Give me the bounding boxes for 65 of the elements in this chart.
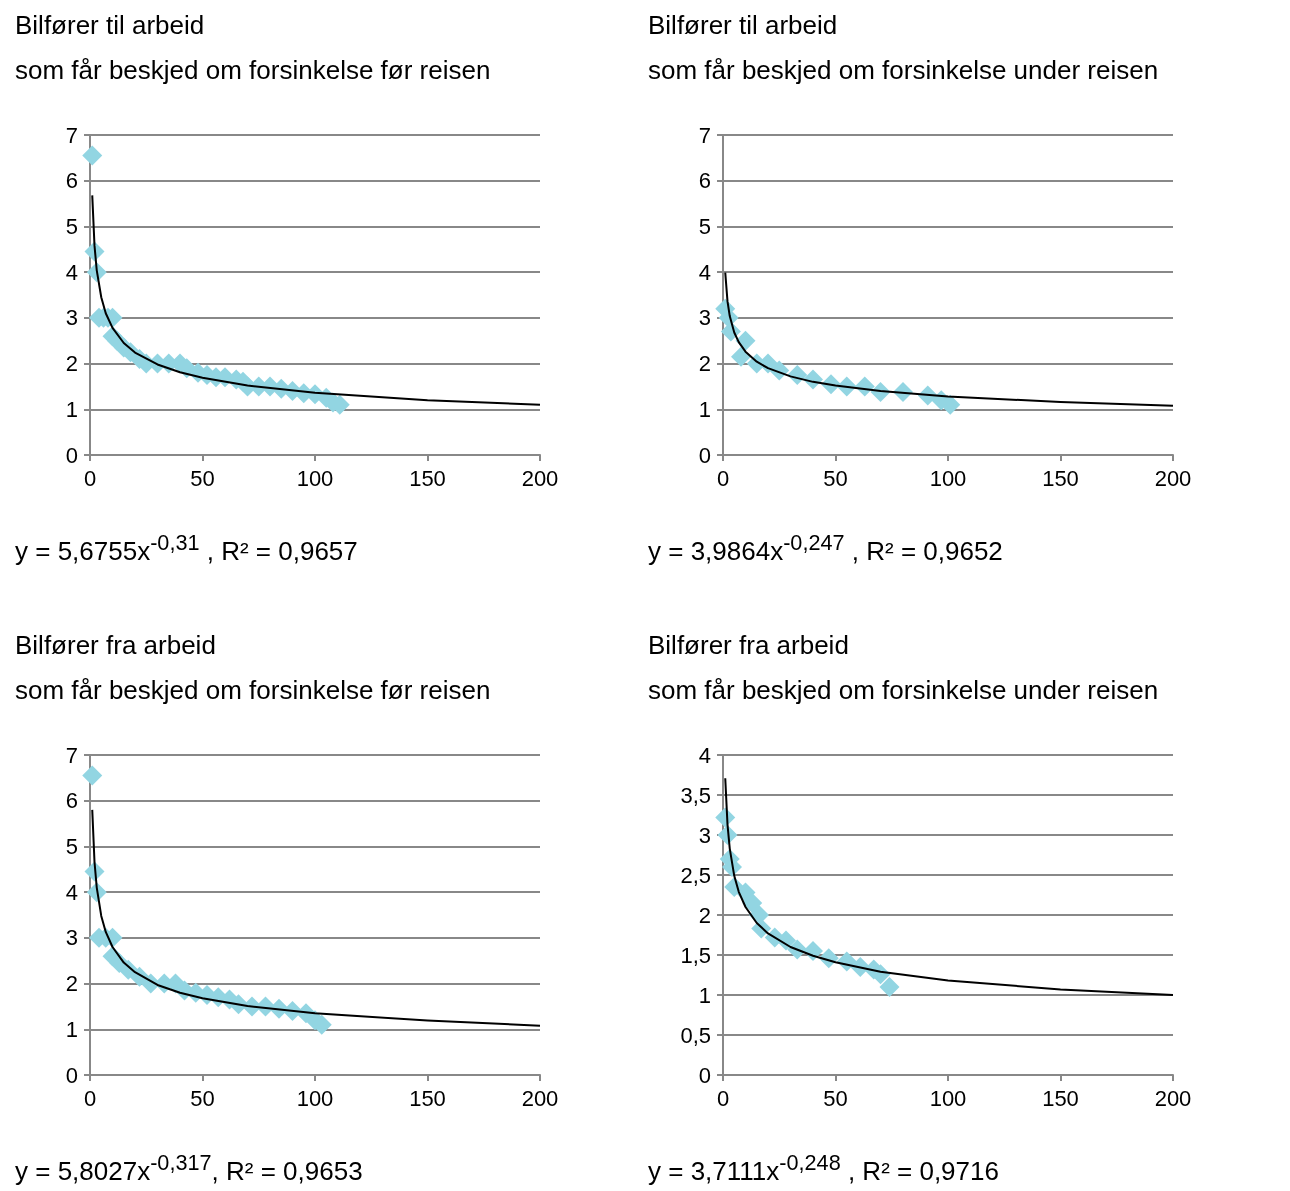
y-tick-label: 2,5 <box>680 862 711 888</box>
y-tick-label: 5 <box>65 213 78 239</box>
x-tick-label: 150 <box>1042 1085 1079 1111</box>
y-tick-label: 4 <box>65 259 78 285</box>
y-tick-label: 2 <box>698 351 711 377</box>
text: y = 5,6755x$^{-0,31}$ , R² = 0,9657 <box>15 530 358 567</box>
x-tick-label: 50 <box>823 1085 848 1111</box>
y-tick-label: 7 <box>698 122 711 148</box>
x-tick-label: 50 <box>190 465 215 491</box>
y-tick-label: 0,5 <box>680 1022 711 1048</box>
y-tick-label: 6 <box>65 788 78 814</box>
x-tick-label: 200 <box>1154 1085 1192 1111</box>
x-tick-label: 50 <box>190 1085 215 1111</box>
chart-title: Bilfører til arbeid <box>15 10 205 41</box>
y-tick-label: 3,5 <box>680 782 711 808</box>
chart-subtitle: som får beskjed om forsinkelse før reisen <box>15 675 491 706</box>
y-tick-label: 0 <box>698 442 711 468</box>
y-tick-label: 5 <box>65 833 78 859</box>
x-tick-label: 0 <box>716 465 730 491</box>
chart-subtitle: som får beskjed om forsinkelse før reisen <box>15 55 491 86</box>
y-tick-label: 4 <box>65 879 78 905</box>
x-tick-label: 200 <box>521 465 559 491</box>
chart-title: Bilfører fra arbeid <box>15 630 216 661</box>
chart-title: Bilfører fra arbeid <box>648 630 849 661</box>
x-tick-label: 50 <box>823 465 848 491</box>
y-tick-label: 7 <box>65 122 78 148</box>
y-tick-label: 3 <box>65 925 78 951</box>
y-tick-label: 0 <box>65 1062 78 1088</box>
x-tick-label: 200 <box>1154 465 1192 491</box>
x-tick-label: 100 <box>929 465 967 491</box>
y-tick-label: 1,5 <box>680 942 711 968</box>
y-tick-label: 2 <box>65 351 78 377</box>
x-tick-label: 0 <box>716 1085 730 1111</box>
text: y = 5,8027x$^{-0,317}$, R² = 0,9653 <box>15 1150 363 1187</box>
y-tick-label: 2 <box>65 971 78 997</box>
x-tick-label: 0 <box>83 465 97 491</box>
y-tick-label: 7 <box>65 742 78 768</box>
x-tick-label: 100 <box>296 465 334 491</box>
y-tick-label: 6 <box>65 168 78 194</box>
y-tick-label: 1 <box>698 396 711 422</box>
y-tick-label: 5 <box>698 213 711 239</box>
y-tick-label: 4 <box>698 259 711 285</box>
y-tick-label: 3 <box>698 822 711 848</box>
x-tick-label: 100 <box>929 1085 967 1111</box>
y-tick-label: 4 <box>698 742 711 768</box>
y-tick-label: 1 <box>65 1016 78 1042</box>
text: y = 3,7111x$^{-0,248}$ , R² = 0,9716 <box>648 1150 999 1187</box>
x-tick-label: 150 <box>1042 465 1079 491</box>
y-tick-label: 0 <box>698 1062 711 1088</box>
text: y = 3,9864x$^{-0,247}$ , R² = 0,9652 <box>648 530 1003 567</box>
y-tick-label: 6 <box>698 168 711 194</box>
x-tick-label: 100 <box>296 1085 334 1111</box>
y-tick-label: 0 <box>65 442 78 468</box>
y-tick-label: 3 <box>698 305 711 331</box>
y-tick-label: 1 <box>698 982 711 1008</box>
y-tick-label: 2 <box>698 902 711 928</box>
x-tick-label: 0 <box>83 1085 97 1111</box>
x-tick-label: 200 <box>521 1085 559 1111</box>
y-tick-label: 3 <box>65 305 78 331</box>
chart-subtitle: som får beskjed om forsinkelse under reisen <box>648 55 1159 86</box>
chart-title: Bilfører til arbeid <box>648 10 838 41</box>
y-tick-label: 1 <box>65 396 78 422</box>
x-tick-label: 150 <box>409 1085 446 1111</box>
x-tick-label: 150 <box>409 465 446 491</box>
chart-subtitle: som får beskjed om forsinkelse under reisen <box>648 675 1159 706</box>
